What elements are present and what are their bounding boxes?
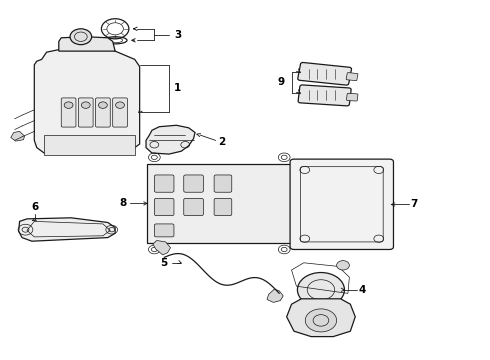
- FancyBboxPatch shape: [346, 93, 358, 101]
- Text: 1: 1: [174, 83, 181, 93]
- FancyBboxPatch shape: [298, 63, 351, 85]
- Text: 2: 2: [218, 137, 225, 147]
- Circle shape: [305, 309, 337, 332]
- Text: 9: 9: [277, 77, 284, 87]
- Circle shape: [98, 102, 107, 108]
- Circle shape: [81, 102, 90, 108]
- FancyBboxPatch shape: [184, 175, 203, 192]
- FancyBboxPatch shape: [78, 98, 93, 127]
- FancyBboxPatch shape: [214, 198, 232, 216]
- Polygon shape: [11, 131, 24, 141]
- FancyBboxPatch shape: [298, 85, 351, 106]
- Circle shape: [297, 273, 344, 307]
- Polygon shape: [59, 37, 115, 51]
- Text: 3: 3: [174, 30, 181, 40]
- Circle shape: [337, 261, 349, 270]
- Circle shape: [70, 29, 92, 45]
- Polygon shape: [267, 289, 283, 302]
- Circle shape: [116, 102, 124, 108]
- Polygon shape: [287, 299, 355, 337]
- Text: 8: 8: [119, 198, 126, 208]
- FancyBboxPatch shape: [154, 198, 174, 216]
- FancyBboxPatch shape: [154, 224, 174, 237]
- FancyBboxPatch shape: [290, 159, 393, 249]
- FancyBboxPatch shape: [113, 98, 127, 127]
- Polygon shape: [19, 218, 115, 241]
- Text: 5: 5: [160, 258, 168, 268]
- FancyBboxPatch shape: [184, 198, 203, 216]
- FancyBboxPatch shape: [44, 135, 135, 155]
- Text: 6: 6: [32, 202, 39, 212]
- Polygon shape: [34, 48, 140, 153]
- Circle shape: [64, 102, 73, 108]
- FancyBboxPatch shape: [346, 73, 358, 81]
- Polygon shape: [153, 240, 171, 255]
- Polygon shape: [146, 125, 195, 154]
- FancyBboxPatch shape: [147, 164, 292, 243]
- FancyBboxPatch shape: [61, 98, 76, 127]
- FancyBboxPatch shape: [214, 175, 232, 192]
- FancyBboxPatch shape: [154, 175, 174, 192]
- Text: 7: 7: [411, 199, 418, 210]
- FancyBboxPatch shape: [96, 98, 110, 127]
- Text: 4: 4: [358, 285, 366, 295]
